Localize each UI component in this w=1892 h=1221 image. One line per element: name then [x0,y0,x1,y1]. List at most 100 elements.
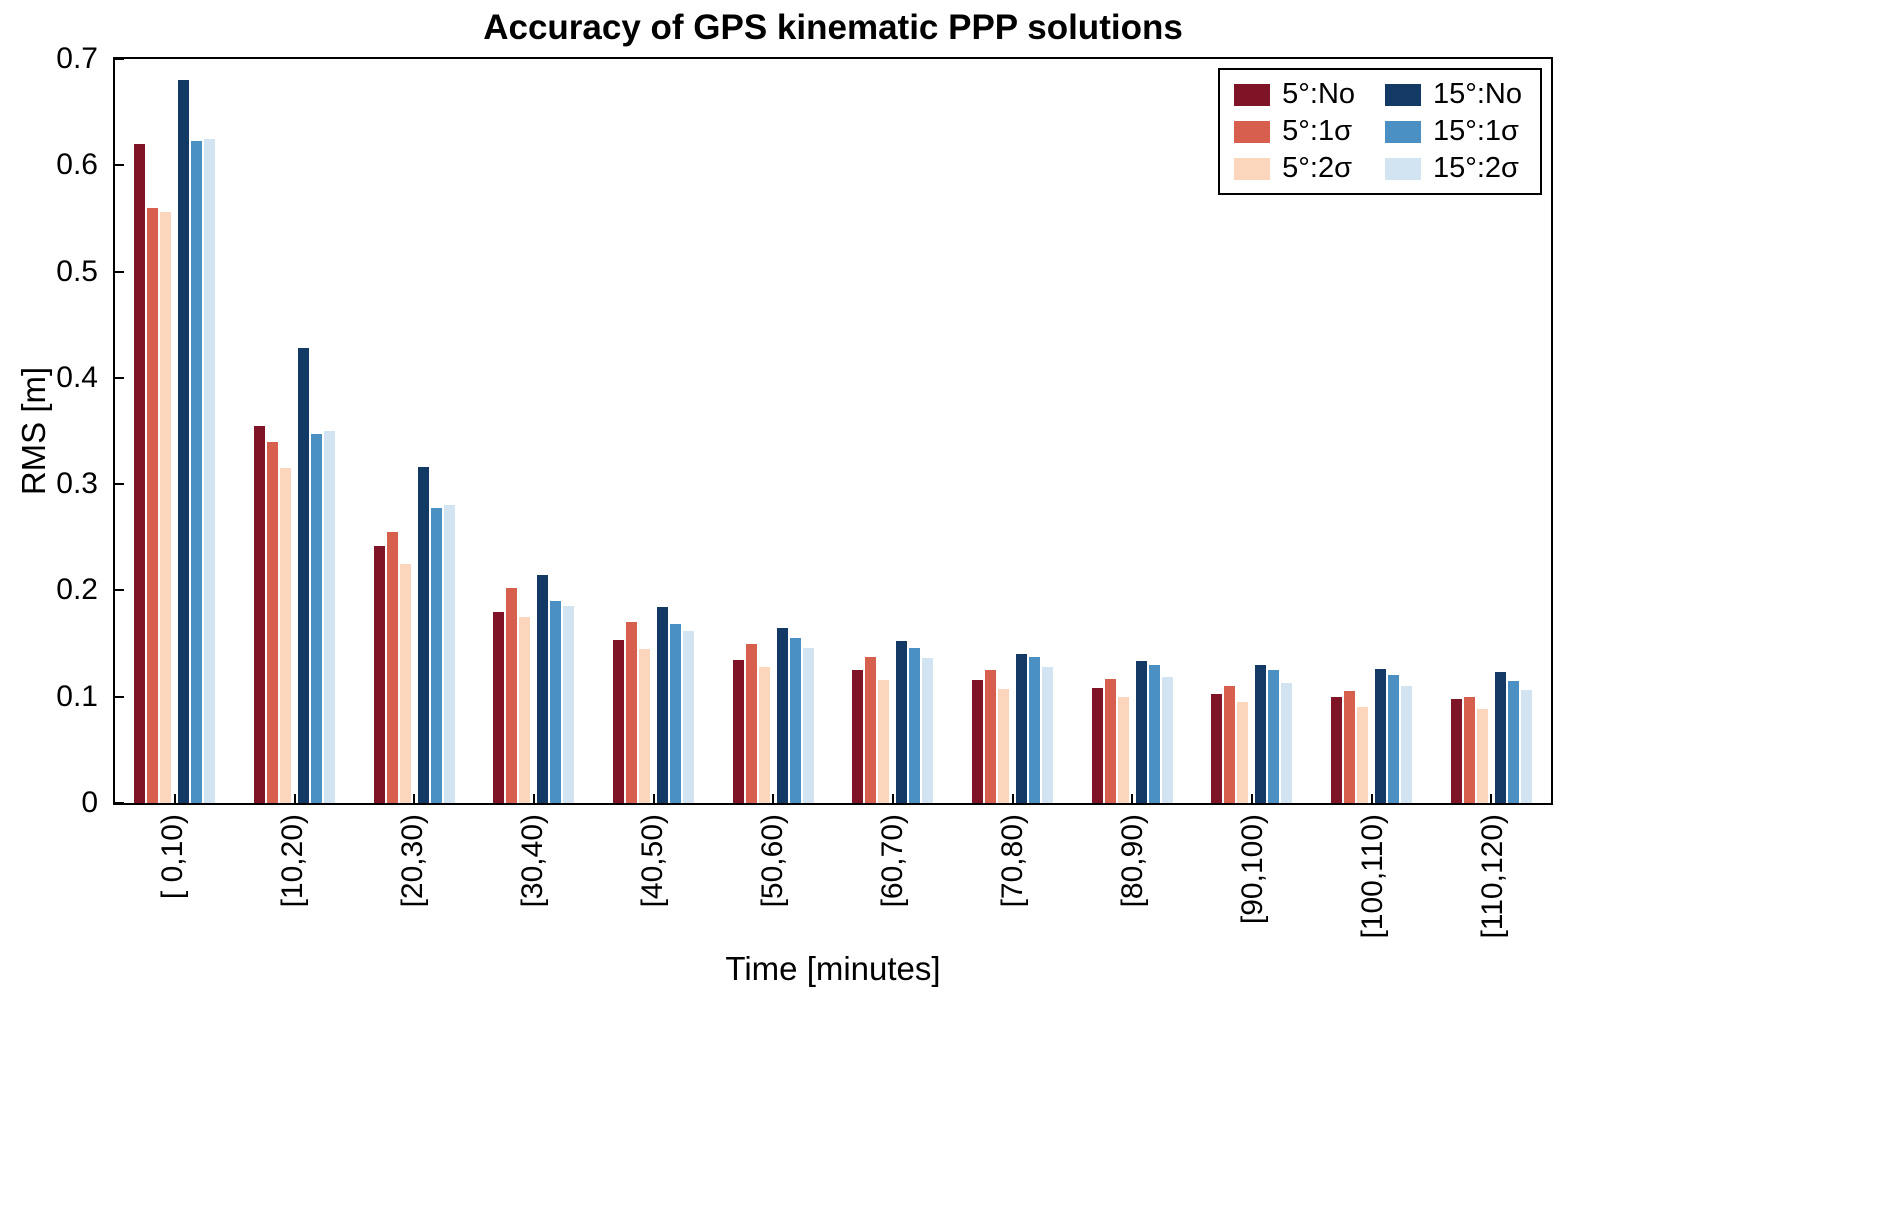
bar-15°:1σ-[90,100) [1268,670,1280,803]
chart-title: Accuracy of GPS kinematic PPP solutions [483,8,1183,47]
legend-label: 15°:2σ [1433,152,1519,184]
x-tick-mark [1131,794,1134,803]
bar-15°:No-[30,40) [537,574,549,803]
x-tick-label: [100,110) [1356,814,1389,939]
bar-15°:1σ-[100,110) [1388,675,1400,803]
bar-5°:2σ-[70,80) [998,689,1010,803]
bar-15°:No-[40,50) [657,607,669,803]
bar-15°:2σ-[50,60) [802,647,814,803]
bar-group [594,59,714,803]
bar-5°:2σ-[50,60) [758,666,770,803]
legend-swatch [1385,83,1422,106]
bar-5°:No-[100,110) [1331,696,1343,803]
legend-label: 15°:1σ [1433,115,1519,147]
legend-entry: 5°:2σ [1234,152,1355,185]
y-tick-mark [115,58,124,60]
x-tick-mark [1370,794,1373,803]
y-tick-label: 0 [81,786,98,819]
x-tick-label: [110,120) [1476,814,1509,939]
bar-5°:No-[ 0,10) [134,144,146,803]
bar-15°:No-[20,30) [417,467,429,803]
bar-5°:No-[40,50) [613,640,625,803]
legend-label: 5°:2σ [1282,152,1352,184]
bar-15°:1σ-[110,120) [1507,680,1519,803]
x-tick-label: [50,60) [756,814,789,908]
bar-5°:1σ-[80,90) [1104,678,1116,803]
plot-area: 5°:No 5°:1σ 5°:2σ 15°:No 15°:1σ 15°:2σ [113,57,1553,805]
legend-swatch [1385,120,1422,143]
bar-5°:1σ-[90,100) [1224,686,1236,803]
legend-label: 15°:No [1433,78,1522,110]
legend-swatch [1234,120,1271,143]
legend: 5°:No 5°:1σ 5°:2σ 15°:No 15°:1σ 15°:2σ [1218,68,1542,195]
legend-swatch [1234,83,1271,106]
bar-5°:2σ-[90,100) [1237,702,1249,803]
bar-group [354,59,474,803]
bar-15°:2σ-[80,90) [1161,676,1173,803]
y-tick-label: 0.7 [56,42,98,75]
bar-5°:2σ-[10,20) [280,468,291,803]
bar-15°:2σ-[40,50) [683,630,695,803]
x-tick-label: [10,20) [276,814,309,908]
bar-group [1431,59,1551,803]
x-tick-label: [ 0,10) [156,814,189,900]
bar-5°:No-[90,100) [1211,693,1223,803]
bar-group [713,59,833,803]
bar-15°:No-[90,100) [1255,664,1267,803]
y-tick-mark [115,589,124,592]
bar-group [833,59,953,803]
bar-group [474,59,594,803]
x-tick-mark [1250,794,1253,803]
bar-15°:2σ-[90,100) [1281,682,1293,803]
legend-swatch [1234,157,1271,180]
legend-entry: 15°:No [1385,78,1522,111]
x-tick-mark [413,794,416,803]
bar-5°:No-[50,60) [732,659,744,803]
bar-15°:2σ-[20,30) [443,505,455,803]
y-tick-label: 0.1 [56,679,98,713]
y-tick-mark [115,270,124,273]
bar-15°:1σ-[20,30) [430,507,442,803]
bar-group [235,59,355,803]
bar-5°:No-[60,70) [852,670,864,803]
bar-15°:1σ-[60,70) [909,647,921,803]
bar-5°:2σ-[80,90) [1117,696,1129,803]
bar-5°:1σ-[10,20) [267,441,278,803]
bar-5°:1σ-[110,120) [1463,696,1475,803]
bar-5°:2σ-[40,50) [639,648,651,803]
bar-5°:No-[20,30) [373,545,385,803]
bar-5°:2σ-[60,70) [878,679,890,803]
bar-5°:1σ-[100,110) [1344,691,1356,803]
bars-container [115,59,1551,803]
x-tick-mark [652,794,655,803]
y-tick-mark [115,376,124,379]
bar-15°:2σ-[100,110) [1401,686,1413,803]
bar-15°:No-[70,80) [1016,654,1028,803]
bar-15°:1σ-[70,80) [1029,657,1041,803]
legend-entry: 15°:1σ [1385,115,1522,148]
y-tick-mark [115,483,124,486]
bar-5°:1σ-[40,50) [626,622,638,803]
x-tick-label: [80,90) [1116,814,1149,908]
bar-15°:No-[100,110) [1375,669,1387,803]
y-tick-label: 0.5 [56,254,98,288]
bar-15°:1σ-[ 0,10) [191,140,203,803]
y-tick-label: 0.2 [56,573,98,607]
bar-5°:1σ-[50,60) [745,643,757,803]
y-tick-label: 0.6 [56,148,98,182]
bar-group [1192,59,1312,803]
x-tick-label: [60,70) [876,814,909,908]
bar-15°:1σ-[40,50) [670,624,682,803]
bar-5°:1σ-[20,30) [386,531,398,803]
bar-15°:2σ-[ 0,10) [204,138,216,803]
bar-5°:No-[30,40) [493,611,505,803]
bar-5°:No-[70,80) [972,679,984,803]
bar-15°:2σ-[10,20) [324,431,335,803]
bar-15°:2σ-[60,70) [922,658,934,803]
bar-15°:1σ-[30,40) [550,601,562,803]
bar-5°:1σ-[30,40) [506,588,518,803]
bar-15°:2σ-[30,40) [563,606,575,803]
x-tick-label: [40,50) [636,814,669,908]
bar-15°:No-[50,60) [776,627,788,803]
bar-group [953,59,1073,803]
